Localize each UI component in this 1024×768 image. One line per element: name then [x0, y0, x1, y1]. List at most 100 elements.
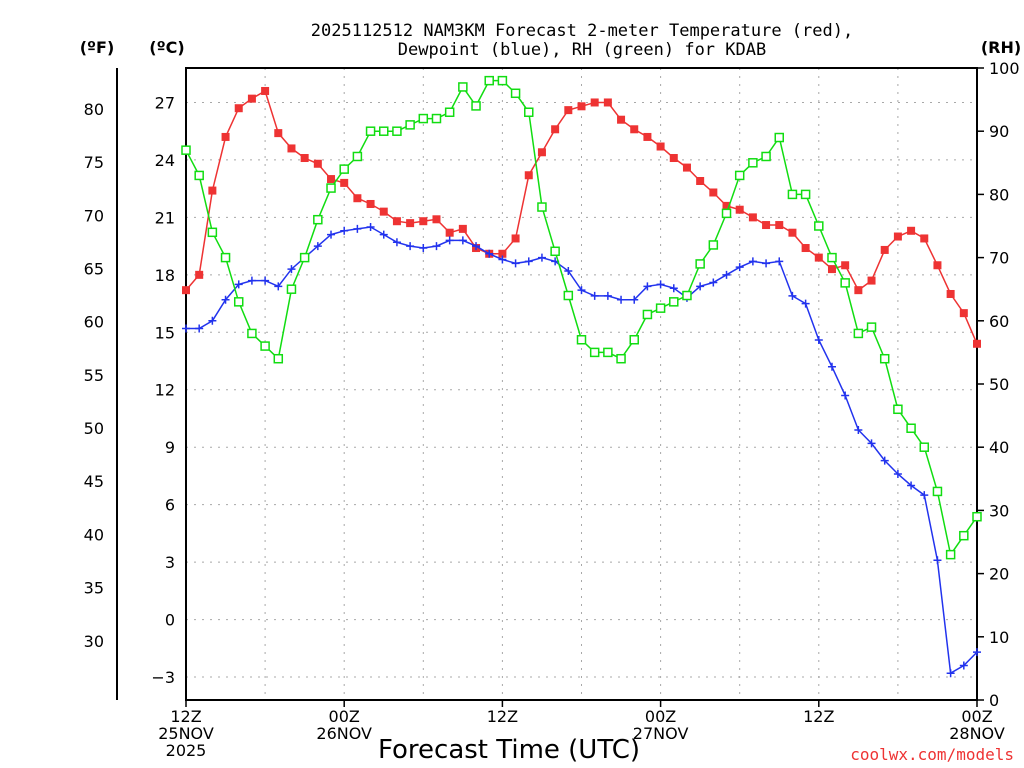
temperature-point — [221, 132, 230, 141]
rh-tick-label: 80 — [989, 185, 1009, 204]
temperature-point — [458, 224, 467, 233]
rh-tick-label: 90 — [989, 122, 1009, 141]
dewpoint-point — [537, 253, 546, 262]
temperature-point — [920, 234, 929, 243]
rh-tick-label: 60 — [989, 312, 1009, 331]
temperature-point — [682, 163, 691, 172]
rh-tick-label: 10 — [989, 628, 1009, 647]
fahrenheit-tick-label: 65 — [84, 259, 104, 278]
temperature-point — [630, 125, 639, 134]
fahrenheit-tick-label: 40 — [84, 525, 104, 544]
dewpoint-point — [340, 226, 349, 235]
rh-tick-label: 0 — [989, 691, 999, 710]
rh-point — [603, 347, 613, 358]
dewpoint-point — [643, 282, 652, 291]
temperature-point — [182, 286, 190, 295]
grid-lines — [186, 68, 977, 700]
rh-point — [471, 101, 481, 111]
chart-title-line1: 2025112512 NAM3KM Forecast 2-meter Tempe… — [311, 21, 853, 41]
celsius-tick-label: 9 — [165, 438, 175, 457]
rh-point — [774, 132, 784, 143]
fahrenheit-unit-label: (ºF) — [80, 38, 115, 57]
rh-point — [233, 297, 244, 307]
x-tick-label: 00Z — [329, 707, 360, 726]
rh-point — [814, 221, 824, 231]
temperature-point — [814, 253, 823, 262]
temperature-point — [406, 219, 415, 228]
temperature-point — [195, 270, 204, 279]
dewpoint-point — [406, 242, 415, 251]
dewpoint-point — [814, 335, 823, 344]
temperature-point — [498, 249, 507, 258]
temperature-point — [511, 234, 520, 243]
temperature-point — [801, 244, 810, 253]
dewpoint-point — [353, 224, 362, 233]
temperature-point — [656, 142, 665, 151]
temperature-point — [577, 102, 586, 111]
rh-point — [919, 442, 930, 452]
dewpoint-point — [247, 276, 256, 285]
x-tick-label: 26NOV — [316, 724, 372, 743]
rh-point — [379, 126, 389, 136]
dewpoint-point — [973, 648, 981, 657]
rh-point — [194, 170, 204, 181]
rh-point — [827, 252, 837, 263]
rh-point — [313, 214, 323, 225]
temperature-point — [234, 104, 243, 113]
rh-point — [932, 486, 943, 497]
dewpoint-point — [933, 556, 942, 565]
temperature-point — [537, 148, 546, 157]
dewpoint-point — [313, 242, 322, 251]
rh-point — [893, 404, 903, 415]
temperature-point — [366, 199, 375, 208]
x-tick-label: 27NOV — [633, 724, 689, 743]
rh-point — [695, 259, 705, 269]
fahrenheit-tick-label: 75 — [84, 153, 104, 172]
dewpoint-point — [379, 230, 388, 239]
rh-point — [589, 347, 600, 358]
temperature-point — [564, 106, 573, 115]
dewpoint-point — [234, 280, 243, 289]
rh-point — [616, 353, 626, 364]
rh-point — [642, 309, 653, 320]
rh-point — [497, 75, 508, 86]
fahrenheit-tick-label: 35 — [84, 579, 104, 598]
temperature-point — [669, 154, 678, 163]
rh-point — [734, 170, 745, 181]
dewpoint-point — [274, 282, 283, 291]
temperature-point — [775, 221, 784, 230]
dewpoint-point — [907, 481, 916, 490]
temperature-point — [735, 205, 744, 214]
rh-point — [800, 189, 811, 200]
rh-point — [510, 88, 521, 99]
rh-point — [537, 202, 547, 212]
watermark: coolwx.com/models — [850, 745, 1014, 764]
fahrenheit-tick-label: 45 — [84, 472, 104, 491]
rh-point — [339, 164, 349, 174]
dewpoint-point — [511, 259, 520, 268]
rh-point — [972, 511, 982, 522]
temperature-point — [524, 171, 533, 180]
fahrenheit-tick-label: 50 — [84, 419, 104, 438]
rh-point — [431, 113, 442, 124]
x-tick-label: 25NOV — [158, 724, 214, 743]
rh-point — [761, 151, 771, 162]
rh-point — [181, 145, 191, 155]
temperature-point — [722, 201, 731, 210]
temperature-point — [379, 207, 388, 216]
rh-point — [669, 297, 679, 307]
dewpoint-point — [287, 265, 296, 274]
rh-point — [655, 303, 666, 313]
axes: −3 0 3 6 9 12 15 18 21 24 27 30 35 40 45 50 55 60 65 70 75 80… — [84, 59, 1020, 760]
dewpoint-point — [722, 270, 731, 279]
rh-point — [273, 353, 284, 364]
temperature-point — [208, 186, 217, 195]
dewpoint-point — [854, 425, 863, 434]
dewpoint-point — [748, 257, 757, 266]
x-tick-label: 00Z — [645, 707, 676, 726]
dewpoint-point — [709, 278, 718, 287]
temperature-point — [841, 261, 850, 270]
rh-tick-label: 30 — [989, 501, 1009, 520]
temperature-point — [946, 289, 955, 298]
rh-point — [576, 335, 587, 345]
